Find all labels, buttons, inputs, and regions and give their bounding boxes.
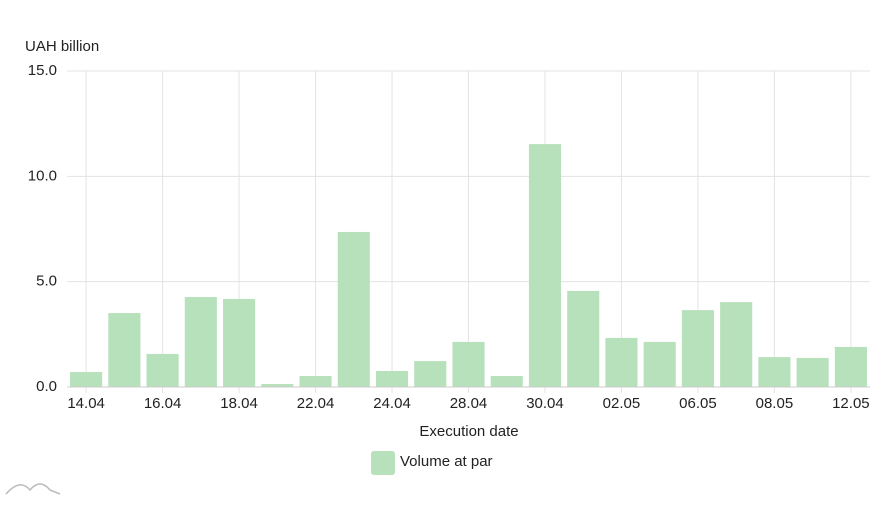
bar <box>758 357 791 387</box>
bar <box>223 298 256 387</box>
bar <box>261 384 294 387</box>
bar <box>834 346 867 387</box>
logo <box>5 483 61 495</box>
bar <box>299 376 332 387</box>
x-tick-label: 28.04 <box>450 395 488 412</box>
bar <box>70 372 103 387</box>
y-tick-label: 15.0 <box>28 62 57 79</box>
x-tick-label: 24.04 <box>373 395 411 412</box>
legend-label: Volume at par <box>400 453 493 470</box>
x-axis-label: Execution date <box>419 423 518 440</box>
y-tick-label: 10.0 <box>28 167 57 184</box>
x-tick-label: 12.05 <box>832 395 870 412</box>
bar <box>490 376 523 387</box>
bar <box>375 370 409 387</box>
bar <box>796 357 829 387</box>
bar <box>567 290 600 387</box>
bar <box>681 310 714 387</box>
x-tick-label: 18.04 <box>220 395 258 412</box>
bar <box>108 313 141 387</box>
bar <box>337 231 370 387</box>
legend-swatch <box>371 451 395 475</box>
bar <box>643 341 676 387</box>
bar <box>184 297 217 387</box>
x-tick-label: 30.04 <box>526 395 564 412</box>
bar <box>146 353 179 387</box>
bar <box>720 302 753 387</box>
x-tick-label: 02.05 <box>603 395 641 412</box>
x-tick-label: 22.04 <box>297 395 335 412</box>
x-tick-label: 08.05 <box>756 395 794 412</box>
bar <box>528 144 562 387</box>
bar <box>605 337 638 387</box>
x-tick-label: 16.04 <box>144 395 182 412</box>
bar <box>452 341 485 387</box>
x-tick-label: 06.05 <box>679 395 717 412</box>
y-axis-label: UAH billion <box>25 38 99 55</box>
y-tick-label: 5.0 <box>36 273 57 290</box>
bar <box>414 361 447 387</box>
y-tick-label: 0.0 <box>36 378 57 395</box>
x-tick-label: 14.04 <box>67 395 105 412</box>
